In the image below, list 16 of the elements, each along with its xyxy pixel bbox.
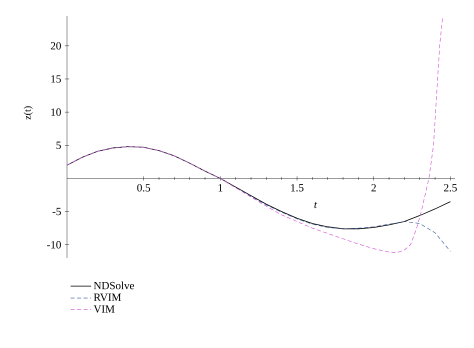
y-tick-label: 15 <box>51 75 61 83</box>
x-tick-label: 2 <box>371 184 376 192</box>
x-tick-label: 1 <box>218 184 222 192</box>
x-tick-label: 0.5 <box>137 184 150 192</box>
y-axis-title: z(t) <box>24 106 33 120</box>
x-tick-label: 1.5 <box>291 184 304 192</box>
y-tick-label: -5 <box>52 208 61 216</box>
legend-label: VIM <box>94 305 115 313</box>
y-tick-label: 20 <box>50 42 61 50</box>
x-tick-label: 2.5 <box>444 184 457 192</box>
y-tick-label: 10 <box>51 108 61 116</box>
y-tick-label: 5 <box>56 142 61 149</box>
x-axis-title: t <box>314 202 318 208</box>
y-tick-label: -10 <box>47 241 61 248</box>
legend-label: NDSolve <box>94 282 134 290</box>
legend-label: RVIM <box>94 294 122 302</box>
